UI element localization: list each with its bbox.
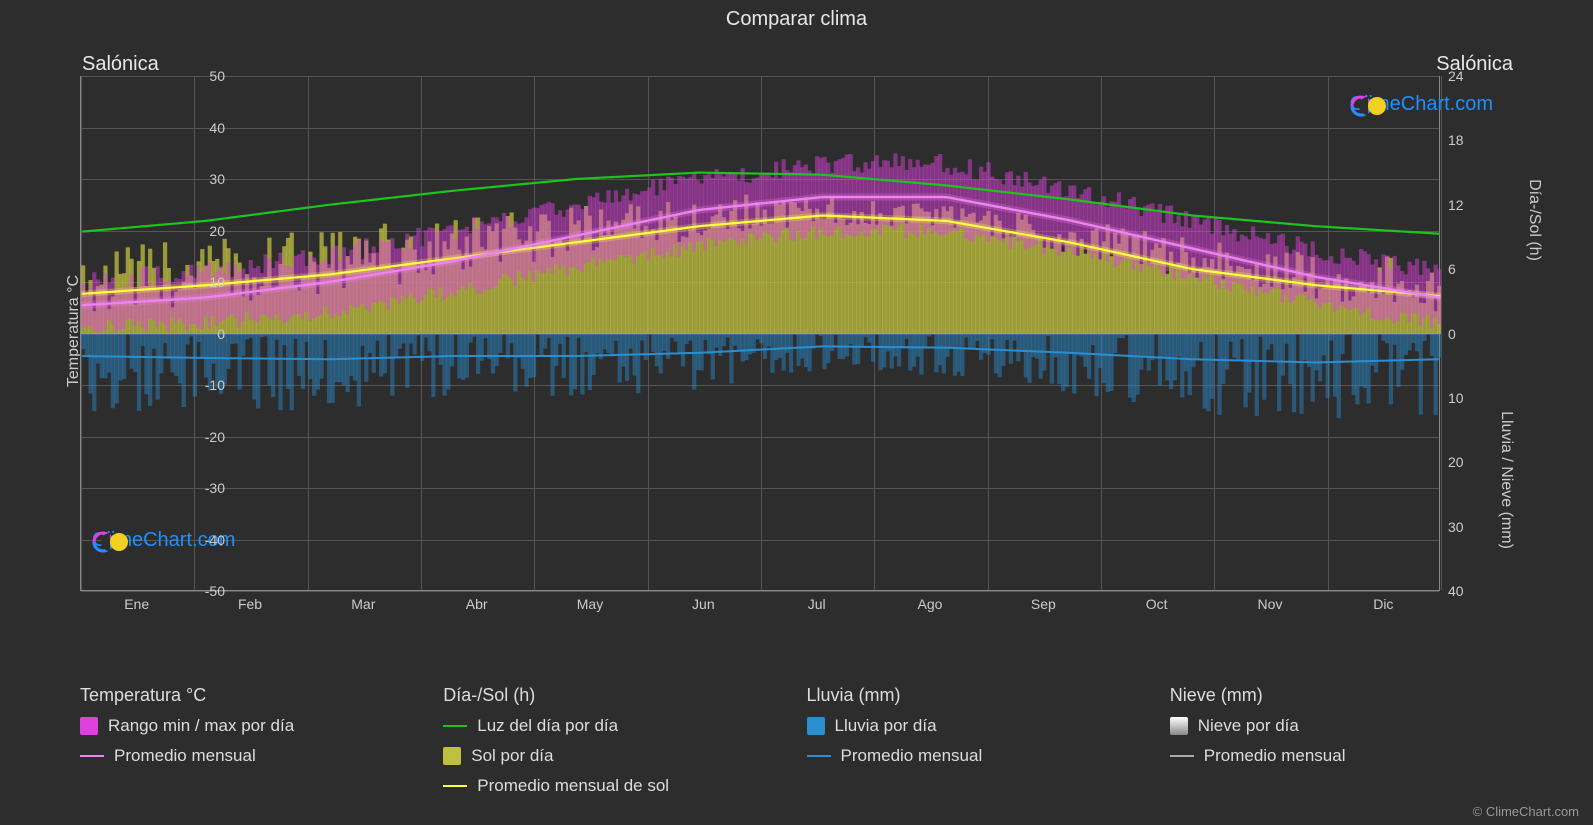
legend-line-icon bbox=[443, 725, 467, 727]
legend-head: Nieve (mm) bbox=[1170, 685, 1513, 706]
tick-month: Jun bbox=[692, 596, 715, 612]
tick-left: 20 bbox=[175, 223, 225, 239]
legend-line-icon bbox=[807, 755, 831, 757]
brand-logo-top: ClimeChart.com bbox=[1350, 93, 1493, 116]
legend-label: Sol por día bbox=[471, 746, 553, 766]
tick-month: May bbox=[577, 596, 603, 612]
gridline-h bbox=[81, 591, 1439, 592]
legend-label: Lluvia por día bbox=[835, 716, 937, 736]
legend-item: Promedio mensual de sol bbox=[443, 776, 786, 796]
legend-col-rain: Lluvia (mm) Lluvia por día Promedio mensu… bbox=[807, 679, 1150, 806]
tick-right: 30 bbox=[1448, 519, 1488, 535]
tick-right: 10 bbox=[1448, 390, 1488, 406]
tick-left: 10 bbox=[175, 274, 225, 290]
tick-right: 40 bbox=[1448, 583, 1488, 599]
legend-col-temp: Temperatura °C Rango min / max por día Pr… bbox=[80, 679, 423, 806]
tick-right: 0 bbox=[1448, 326, 1488, 342]
tick-left: 40 bbox=[175, 120, 225, 136]
tick-month: Mar bbox=[351, 596, 375, 612]
legend-swatch bbox=[443, 747, 461, 765]
legend-line-icon bbox=[80, 755, 104, 757]
legend-item: Rango min / max por día bbox=[80, 716, 423, 736]
tick-month: Ago bbox=[918, 596, 943, 612]
legend-col-daysun: Día-/Sol (h) Luz del día por día Sol por … bbox=[443, 679, 786, 806]
legend-swatch bbox=[80, 717, 98, 735]
legend-item: Promedio mensual bbox=[1170, 746, 1513, 766]
legend-item: Lluvia por día bbox=[807, 716, 1150, 736]
legend-item: Sol por día bbox=[443, 746, 786, 766]
brand-icon bbox=[1350, 93, 1388, 119]
tick-left: -50 bbox=[175, 583, 225, 599]
tick-right: 24 bbox=[1448, 68, 1488, 84]
tick-month: Abr bbox=[466, 596, 488, 612]
chart-svg bbox=[81, 76, 1441, 591]
city-label-left: Salónica bbox=[82, 53, 159, 76]
tick-left: -40 bbox=[175, 532, 225, 548]
tick-month: Ene bbox=[124, 596, 149, 612]
legend-label: Promedio mensual bbox=[114, 746, 256, 766]
legend-label: Nieve por día bbox=[1198, 716, 1299, 736]
copyright-text: © ClimeChart.com bbox=[1473, 804, 1579, 819]
tick-month: Dic bbox=[1373, 596, 1393, 612]
legend-col-snow: Nieve (mm) Nieve por día Promedio mensual bbox=[1170, 679, 1513, 806]
y-axis-right-top-label: Día-/Sol (h) bbox=[1525, 179, 1543, 261]
tick-right: 6 bbox=[1448, 261, 1488, 277]
tick-right: 12 bbox=[1448, 197, 1488, 213]
tick-month: Oct bbox=[1146, 596, 1168, 612]
plot-area bbox=[80, 76, 1440, 591]
gridline-v bbox=[1441, 76, 1442, 590]
legend-item: Promedio mensual bbox=[807, 746, 1150, 766]
legend-head: Temperatura °C bbox=[80, 685, 423, 706]
legend-item: Nieve por día bbox=[1170, 716, 1513, 736]
tick-month: Sep bbox=[1031, 596, 1056, 612]
legend-label: Promedio mensual bbox=[1204, 746, 1346, 766]
tick-month: Jul bbox=[808, 596, 826, 612]
tick-left: 30 bbox=[175, 171, 225, 187]
legend-swatch bbox=[1170, 717, 1188, 735]
tick-left: -20 bbox=[175, 429, 225, 445]
chart-title: Comparar clima bbox=[0, 0, 1593, 31]
legend-label: Promedio mensual de sol bbox=[477, 776, 669, 796]
tick-right: 18 bbox=[1448, 132, 1488, 148]
legend-label: Luz del día por día bbox=[477, 716, 618, 736]
legend-label: Promedio mensual bbox=[841, 746, 983, 766]
y-axis-right-bottom-label: Lluvia / Nieve (mm) bbox=[1497, 411, 1515, 549]
plot-container: Salónica Salónica Temperatura °C Día-/So… bbox=[0, 31, 1593, 671]
legend-item: Promedio mensual bbox=[80, 746, 423, 766]
legend-item: Luz del día por día bbox=[443, 716, 786, 736]
brand-icon bbox=[92, 529, 130, 555]
tick-right: 20 bbox=[1448, 454, 1488, 470]
tick-month: Feb bbox=[238, 596, 262, 612]
legend: Temperatura °C Rango min / max por día Pr… bbox=[0, 671, 1593, 806]
legend-label: Rango min / max por día bbox=[108, 716, 294, 736]
legend-head: Día-/Sol (h) bbox=[443, 685, 786, 706]
legend-head: Lluvia (mm) bbox=[807, 685, 1150, 706]
legend-swatch bbox=[807, 717, 825, 735]
legend-line-icon bbox=[443, 785, 467, 787]
tick-left: -10 bbox=[175, 377, 225, 393]
legend-line-icon bbox=[1170, 755, 1194, 757]
tick-left: 0 bbox=[175, 326, 225, 342]
tick-left: -30 bbox=[175, 480, 225, 496]
tick-month: Nov bbox=[1258, 596, 1283, 612]
tick-left: 50 bbox=[175, 68, 225, 84]
